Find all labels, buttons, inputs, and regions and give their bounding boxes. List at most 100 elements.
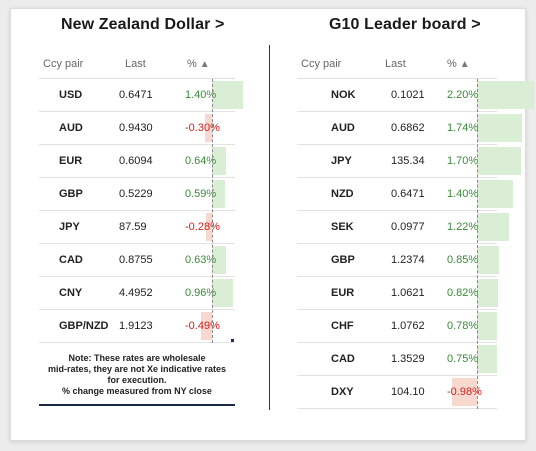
ccy-pair-cell: JPY [331,155,352,167]
g10-rows: NOK 0.1021 2.20% AUD 0.6862 1.74% JPY 135.34 1.7… [297,79,535,409]
note-line: Note: These rates are wholesale [68,353,206,363]
table-row[interactable]: CAD 1.3529 0.75% [297,343,497,376]
sort-up-icon: ▲ [459,59,470,70]
pct-change-cell: 0.59% [185,188,217,200]
pct-change-cell: 1.22% [447,221,479,233]
last-rate-cell: 104.10 [391,386,425,398]
rates-disclaimer-note: Note: These rates are wholesale mid-rate… [39,353,235,406]
table-row[interactable]: GBP/NZD 1.9123 -0.49% [39,310,235,343]
table-row[interactable]: USD 0.6471 1.40% [39,79,243,112]
pct-change-bar [212,246,226,274]
pct-change-bar [477,147,522,175]
ccy-pair-cell: CNY [59,287,83,299]
pct-change-cell: 0.82% [447,287,479,299]
panel-divider [269,45,270,410]
note-line: mid-rates, they are not Xe indicative ra… [47,364,227,374]
table-row[interactable]: SEK 0.0977 1.22% [297,211,509,244]
pct-change-bar [477,345,497,373]
ccy-pair-cell: DXY [331,386,354,398]
table-row[interactable]: GBP 1.2374 0.85% [297,244,500,277]
pct-change-bar [477,180,514,208]
nzd-table-header: Ccy pair Last % ▲ [39,49,235,79]
ccy-pair-cell: EUR [331,287,355,299]
pct-change-bar [477,213,509,241]
ccy-pair-cell: JPY [59,221,80,233]
last-rate-cell: 0.6471 [391,188,425,200]
table-row[interactable]: JPY 135.34 1.70% [297,145,522,178]
resize-corner-icon [231,339,234,342]
pct-change-cell: 1.70% [447,155,479,167]
table-row[interactable]: NOK 0.1021 2.20% [297,79,535,112]
pct-change-bar [212,81,243,109]
table-row[interactable]: AUD 0.6862 1.74% [297,112,523,145]
last-rate-cell: 0.6471 [119,89,153,101]
last-rate-cell: 0.6862 [391,122,425,134]
pct-change-cell: 0.78% [447,320,479,332]
last-rate-cell: 0.6094 [119,155,153,167]
pct-change-cell: -0.49% [185,320,220,332]
pct-change-bar [477,81,535,109]
pct-change-bar [212,147,227,175]
pct-change-cell: 1.40% [185,89,217,101]
table-row[interactable]: GBP 0.5229 0.59% [39,178,235,211]
ccy-pair-cell: CAD [331,353,355,365]
pct-change-bar [477,246,500,274]
header-pct[interactable]: % ▲ [447,58,470,70]
pct-change-cell: 1.40% [447,188,479,200]
last-rate-cell: 1.2374 [391,254,425,266]
pct-change-bar [201,312,212,340]
ccy-pair-cell: AUD [59,122,83,134]
nzd-panel-title[interactable]: New Zealand Dollar > [61,16,225,33]
table-row[interactable]: NZD 0.6471 1.40% [297,178,514,211]
last-rate-cell: 1.3529 [391,353,425,365]
last-rate-cell: 135.34 [391,155,425,167]
g10-panel-title[interactable]: G10 Leader board > [329,16,481,33]
table-row[interactable]: CHF 1.0762 0.78% [297,310,498,343]
table-row[interactable]: CNY 4.4952 0.96% [39,277,235,310]
last-rate-cell: 0.9430 [119,122,153,134]
table-row[interactable]: EUR 1.0621 0.82% [297,277,499,310]
ccy-pair-cell: USD [59,89,83,101]
last-rate-cell: 87.59 [119,221,147,233]
last-rate-cell: 1.0621 [391,287,425,299]
last-rate-cell: 1.9123 [119,320,153,332]
pct-change-bar [477,114,523,142]
pct-change-cell: 1.74% [447,122,479,134]
last-rate-cell: 0.1021 [391,89,425,101]
note-line: % change measured from NY close [62,386,212,396]
ccy-pair-cell: NOK [331,89,356,101]
ccy-pair-cell: GBP/NZD [59,320,109,332]
ccy-pair-cell: SEK [331,221,354,233]
header-last[interactable]: Last [385,58,406,70]
rates-card: New Zealand Dollar > Ccy pair Last % ▲ US… [10,8,535,441]
header-ccy-pair[interactable]: Ccy pair [43,58,84,70]
last-rate-cell: 1.0762 [391,320,425,332]
header-last[interactable]: Last [125,58,146,70]
pct-change-cell: 0.85% [447,254,479,266]
pct-change-cell: 0.75% [447,353,479,365]
pct-change-cell: 2.20% [447,89,479,101]
last-rate-cell: 0.0977 [391,221,425,233]
table-row[interactable]: AUD 0.9430 -0.30% [39,112,235,145]
table-row[interactable]: EUR 0.6094 0.64% [39,145,235,178]
pct-change-cell: 0.96% [185,287,217,299]
pct-change-cell: -0.98% [447,386,482,398]
header-pct[interactable]: % ▲ [187,58,210,70]
table-row[interactable]: CAD 0.8755 0.63% [39,244,235,277]
g10-table-header: Ccy pair Last % ▲ [297,49,497,79]
header-pct-label: % [447,58,457,70]
pct-change-cell: -0.28% [185,221,220,233]
sort-up-icon: ▲ [199,59,210,70]
table-row[interactable]: JPY 87.59 -0.28% [39,211,235,244]
table-row[interactable]: DXY 104.10 -0.98% [297,376,497,409]
pct-change-bar [212,180,225,208]
ccy-pair-cell: EUR [59,155,83,167]
ccy-pair-cell: AUD [331,122,355,134]
zero-baseline [477,79,478,409]
pct-change-bar [477,312,498,340]
pct-change-cell: -0.30% [185,122,220,134]
note-line: for execution. [107,375,167,385]
last-rate-cell: 0.5229 [119,188,153,200]
pct-change-bar [477,279,499,307]
header-ccy-pair[interactable]: Ccy pair [301,58,342,70]
